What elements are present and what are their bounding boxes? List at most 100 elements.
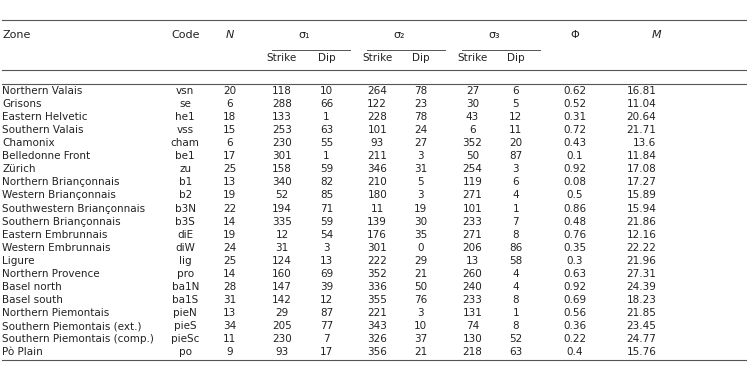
Text: 118: 118 — [272, 86, 292, 96]
Text: 12.16: 12.16 — [627, 230, 657, 240]
Text: 122: 122 — [368, 99, 387, 109]
Text: 52: 52 — [509, 334, 522, 344]
Text: 29: 29 — [414, 256, 427, 266]
Text: Φ: Φ — [570, 30, 579, 40]
Text: 13.6: 13.6 — [633, 138, 657, 148]
Text: 0.52: 0.52 — [563, 99, 586, 109]
Text: 37: 37 — [414, 334, 427, 344]
Text: 4: 4 — [512, 282, 519, 292]
Text: 13: 13 — [223, 177, 237, 187]
Text: 271: 271 — [462, 190, 483, 200]
Text: 326: 326 — [368, 334, 387, 344]
Text: 335: 335 — [272, 217, 292, 227]
Text: 12: 12 — [320, 295, 333, 305]
Text: 147: 147 — [272, 282, 292, 292]
Text: 21.85: 21.85 — [627, 308, 657, 318]
Text: 87: 87 — [509, 151, 522, 161]
Text: 340: 340 — [272, 177, 292, 187]
Text: 158: 158 — [272, 164, 292, 174]
Text: 0.72: 0.72 — [563, 125, 586, 135]
Text: 59: 59 — [320, 217, 333, 227]
Text: 8: 8 — [512, 230, 519, 240]
Text: 50: 50 — [466, 151, 479, 161]
Text: Southern Valais: Southern Valais — [2, 125, 84, 135]
Text: 25: 25 — [223, 256, 237, 266]
Text: Basel north: Basel north — [2, 282, 62, 292]
Text: 1: 1 — [323, 151, 330, 161]
Text: 206: 206 — [462, 243, 483, 253]
Text: 230: 230 — [272, 334, 292, 344]
Text: 0.63: 0.63 — [563, 269, 586, 279]
Text: 31: 31 — [414, 164, 427, 174]
Text: 346: 346 — [368, 164, 387, 174]
Text: 3: 3 — [417, 151, 424, 161]
Text: se: se — [179, 99, 191, 109]
Text: 21: 21 — [414, 347, 427, 357]
Text: 86: 86 — [509, 243, 522, 253]
Text: b3S: b3S — [176, 217, 195, 227]
Text: 194: 194 — [272, 204, 292, 214]
Text: 356: 356 — [368, 347, 387, 357]
Text: 130: 130 — [462, 334, 483, 344]
Text: 0.1: 0.1 — [566, 151, 583, 161]
Text: 210: 210 — [368, 177, 387, 187]
Text: 31: 31 — [223, 295, 237, 305]
Text: 230: 230 — [272, 138, 292, 148]
Text: 180: 180 — [368, 190, 387, 200]
Text: M: M — [651, 30, 661, 40]
Text: 20.64: 20.64 — [627, 112, 657, 122]
Text: Western Briançonnais: Western Briançonnais — [2, 190, 116, 200]
Text: 54: 54 — [320, 230, 333, 240]
Text: 139: 139 — [368, 217, 387, 227]
Text: 18.23: 18.23 — [627, 295, 657, 305]
Text: 6: 6 — [226, 99, 233, 109]
Text: lig: lig — [179, 256, 191, 266]
Text: Eastern Embrunnais: Eastern Embrunnais — [2, 230, 108, 240]
Text: 0: 0 — [417, 243, 424, 253]
Text: 15.94: 15.94 — [627, 204, 657, 214]
Text: Southern Piemontais (ext.): Southern Piemontais (ext.) — [2, 321, 142, 331]
Text: 0.3: 0.3 — [566, 256, 583, 266]
Text: 19: 19 — [223, 230, 237, 240]
Text: 222: 222 — [368, 256, 387, 266]
Text: 3: 3 — [323, 243, 330, 253]
Text: 69: 69 — [320, 269, 333, 279]
Text: 1: 1 — [323, 112, 330, 122]
Text: Pò Plain: Pò Plain — [2, 347, 43, 357]
Text: 6: 6 — [226, 138, 233, 148]
Text: 15.76: 15.76 — [627, 347, 657, 357]
Text: 12: 12 — [509, 112, 522, 122]
Text: Northern Briançonnais: Northern Briançonnais — [2, 177, 120, 187]
Text: 35: 35 — [414, 230, 427, 240]
Text: Zürich: Zürich — [2, 164, 36, 174]
Text: 63: 63 — [509, 347, 522, 357]
Text: 101: 101 — [368, 125, 387, 135]
Text: 133: 133 — [272, 112, 292, 122]
Text: 93: 93 — [371, 138, 384, 148]
Text: 253: 253 — [272, 125, 292, 135]
Text: 355: 355 — [368, 295, 387, 305]
Text: 0.56: 0.56 — [563, 308, 586, 318]
Text: 0.36: 0.36 — [563, 321, 586, 331]
Text: 7: 7 — [512, 217, 519, 227]
Text: 301: 301 — [368, 243, 387, 253]
Text: σ₃: σ₃ — [489, 30, 500, 40]
Text: 63: 63 — [320, 125, 333, 135]
Text: Strike: Strike — [267, 53, 297, 63]
Text: 30: 30 — [414, 217, 427, 227]
Text: 5: 5 — [512, 99, 519, 109]
Text: 160: 160 — [272, 269, 292, 279]
Text: 8: 8 — [512, 295, 519, 305]
Text: 0.5: 0.5 — [566, 190, 583, 200]
Text: b1: b1 — [179, 177, 192, 187]
Text: Code: Code — [171, 30, 199, 40]
Text: 55: 55 — [320, 138, 333, 148]
Text: 211: 211 — [368, 151, 387, 161]
Text: 352: 352 — [368, 269, 387, 279]
Text: 76: 76 — [414, 295, 427, 305]
Text: 19: 19 — [223, 190, 237, 200]
Text: 10: 10 — [414, 321, 427, 331]
Text: 271: 271 — [462, 230, 483, 240]
Text: 6: 6 — [512, 86, 519, 96]
Text: 8: 8 — [512, 321, 519, 331]
